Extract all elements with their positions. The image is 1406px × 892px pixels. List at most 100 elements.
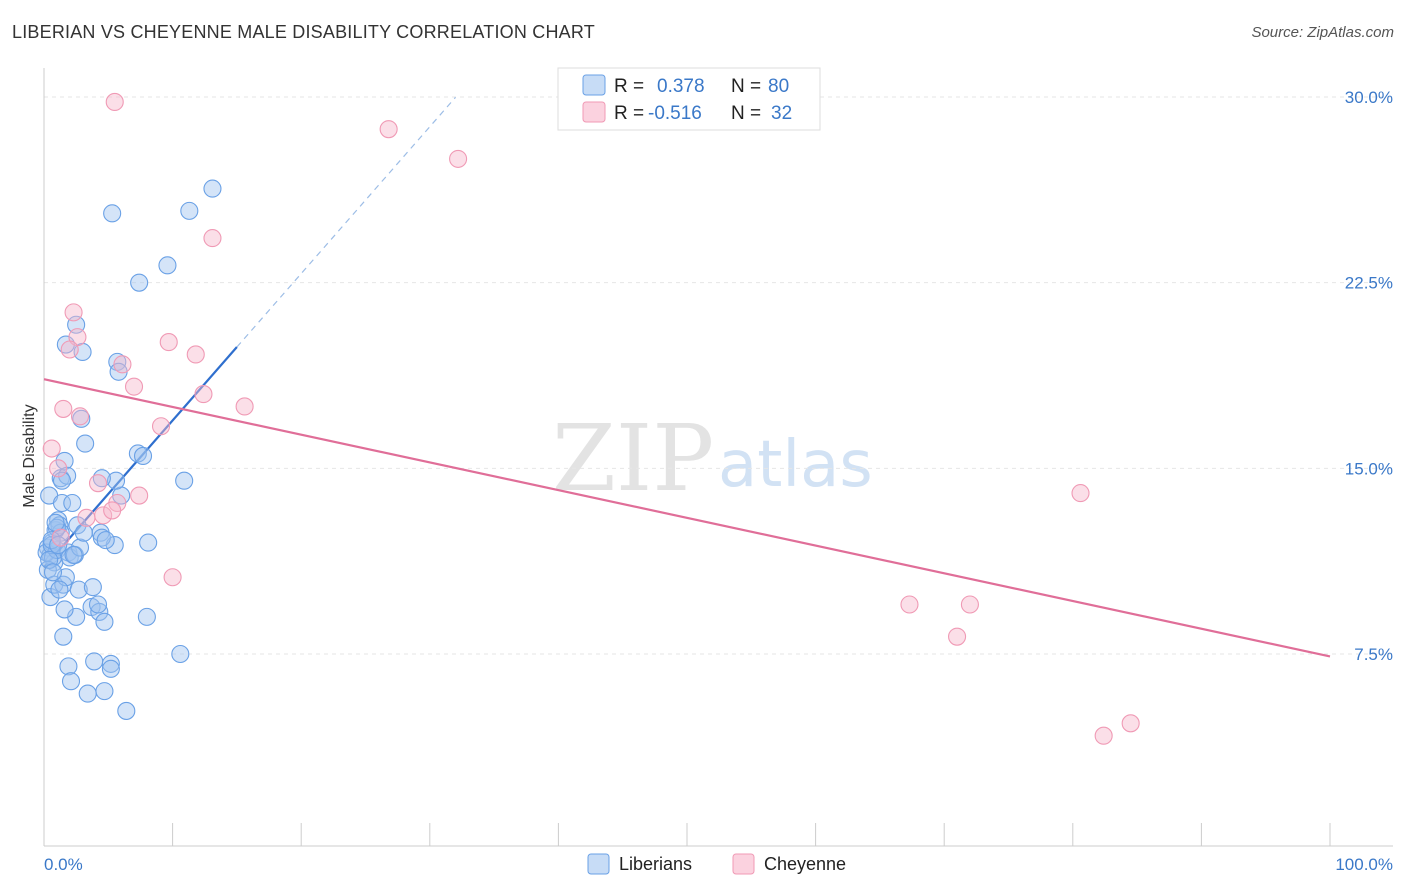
point-liberians (85, 652, 104, 671)
point-cheyenne (379, 120, 398, 139)
point-liberians (103, 204, 122, 223)
point-liberians (139, 533, 158, 552)
point-liberians (130, 273, 149, 292)
watermark: ZIP atlas (552, 405, 873, 512)
point-cheyenne (163, 568, 182, 587)
point-liberians (88, 595, 108, 614)
point-liberians (68, 516, 87, 535)
point-cheyenne (948, 627, 967, 646)
chart-title: LIBERIAN VS CHEYENNE MALE DISABILITY COR… (12, 22, 595, 42)
point-liberians (106, 471, 126, 490)
series-legend-swatch-liberians (587, 853, 610, 875)
watermark-zip: ZIP (552, 405, 714, 512)
point-cheyenne (194, 385, 213, 404)
point-cheyenne (54, 399, 73, 418)
data-points (37, 92, 1140, 745)
point-cheyenne (1094, 726, 1113, 745)
point-liberians (74, 523, 93, 542)
point-liberians (128, 444, 147, 463)
trend-extension-liberians (236, 96, 456, 348)
legend-r-value-liberians: 0.378 (657, 76, 705, 97)
point-liberians (64, 545, 83, 565)
point-liberians (158, 256, 177, 275)
point-liberians (43, 563, 63, 582)
point-cheyenne (1071, 484, 1090, 503)
series-legend-swatch-cheyenne (732, 853, 755, 875)
point-liberians (96, 531, 115, 550)
x-tick-label-min: 0.0% (44, 855, 83, 874)
point-cheyenne (51, 528, 70, 547)
point-cheyenne (1121, 714, 1140, 733)
point-cheyenne (105, 92, 124, 112)
point-cheyenne (159, 333, 178, 352)
point-liberians (90, 602, 109, 621)
point-liberians (55, 600, 74, 619)
point-cheyenne (77, 508, 96, 527)
y-axis-tick-labels: 7.5% 15.0% 22.5% 30.0% (1345, 88, 1393, 664)
point-cheyenne (49, 459, 68, 478)
point-liberians (95, 612, 114, 631)
legend-swatch-liberians (582, 74, 606, 96)
point-cheyenne (235, 397, 254, 416)
point-liberians (49, 536, 68, 555)
point-cheyenne (203, 229, 222, 248)
point-cheyenne (960, 595, 979, 614)
point-liberians (101, 659, 120, 678)
trend-line-cheyenne (43, 378, 1331, 658)
point-cheyenne (64, 303, 83, 322)
watermark-atlas: atlas (718, 428, 873, 502)
point-liberians (133, 446, 153, 466)
point-liberians (59, 657, 78, 676)
point-liberians (203, 179, 222, 198)
point-liberians (54, 627, 73, 646)
point-liberians (83, 578, 102, 597)
point-liberians (95, 682, 114, 701)
stats-legend: R = 0.378 N = 80 R = -0.516 N = 32 (557, 67, 821, 131)
legend-n-value-cheyenne: 32 (771, 103, 792, 124)
point-liberians (58, 466, 77, 485)
point-cheyenne (449, 149, 468, 168)
point-liberians (108, 352, 127, 371)
x-axis-ticks (172, 823, 1331, 846)
y-tick-label: 15.0% (1345, 459, 1393, 478)
gridlines (44, 96, 1393, 655)
y-tick-label: 7.5% (1354, 645, 1393, 664)
legend-r-label-liberians: R = (614, 76, 644, 97)
point-liberians (76, 434, 95, 453)
point-liberians (101, 654, 120, 673)
x-tick-label-max: 100.0% (1335, 855, 1393, 874)
point-cheyenne (103, 501, 122, 520)
point-liberians (61, 672, 81, 691)
point-cheyenne (113, 355, 132, 374)
point-liberians (63, 493, 82, 513)
legend-swatch-cheyenne (582, 101, 606, 123)
series-legend-label-cheyenne: Cheyenne (764, 854, 846, 874)
point-cheyenne (151, 417, 171, 436)
trend-lines (43, 96, 1331, 658)
point-liberians (50, 580, 69, 599)
point-cheyenne (186, 345, 205, 364)
point-cheyenne (124, 377, 144, 396)
legend-r-label-cheyenne: R = (614, 103, 644, 124)
legend-n-value-liberians: 80 (768, 76, 789, 97)
point-liberians (42, 536, 61, 555)
chart-source: Source: ZipAtlas.com (1251, 24, 1394, 41)
point-cheyenne (88, 474, 108, 493)
point-liberians (69, 580, 88, 599)
point-liberians (70, 538, 90, 557)
y-tick-label: 22.5% (1345, 274, 1393, 293)
point-liberians (78, 684, 97, 703)
point-cheyenne (130, 486, 149, 505)
point-cheyenne (70, 407, 90, 426)
point-liberians (137, 607, 156, 626)
point-liberians (175, 471, 194, 490)
y-tick-label: 30.0% (1345, 88, 1393, 107)
point-cheyenne (42, 439, 61, 458)
point-liberians (171, 644, 190, 664)
series-legend: Liberians Cheyenne (587, 853, 846, 875)
y-axis-title: Male Disability (21, 404, 38, 507)
point-liberians (180, 201, 199, 220)
legend-n-label-cheyenne: N = (731, 103, 761, 124)
legend-r-value-cheyenne: -0.516 (648, 103, 702, 124)
